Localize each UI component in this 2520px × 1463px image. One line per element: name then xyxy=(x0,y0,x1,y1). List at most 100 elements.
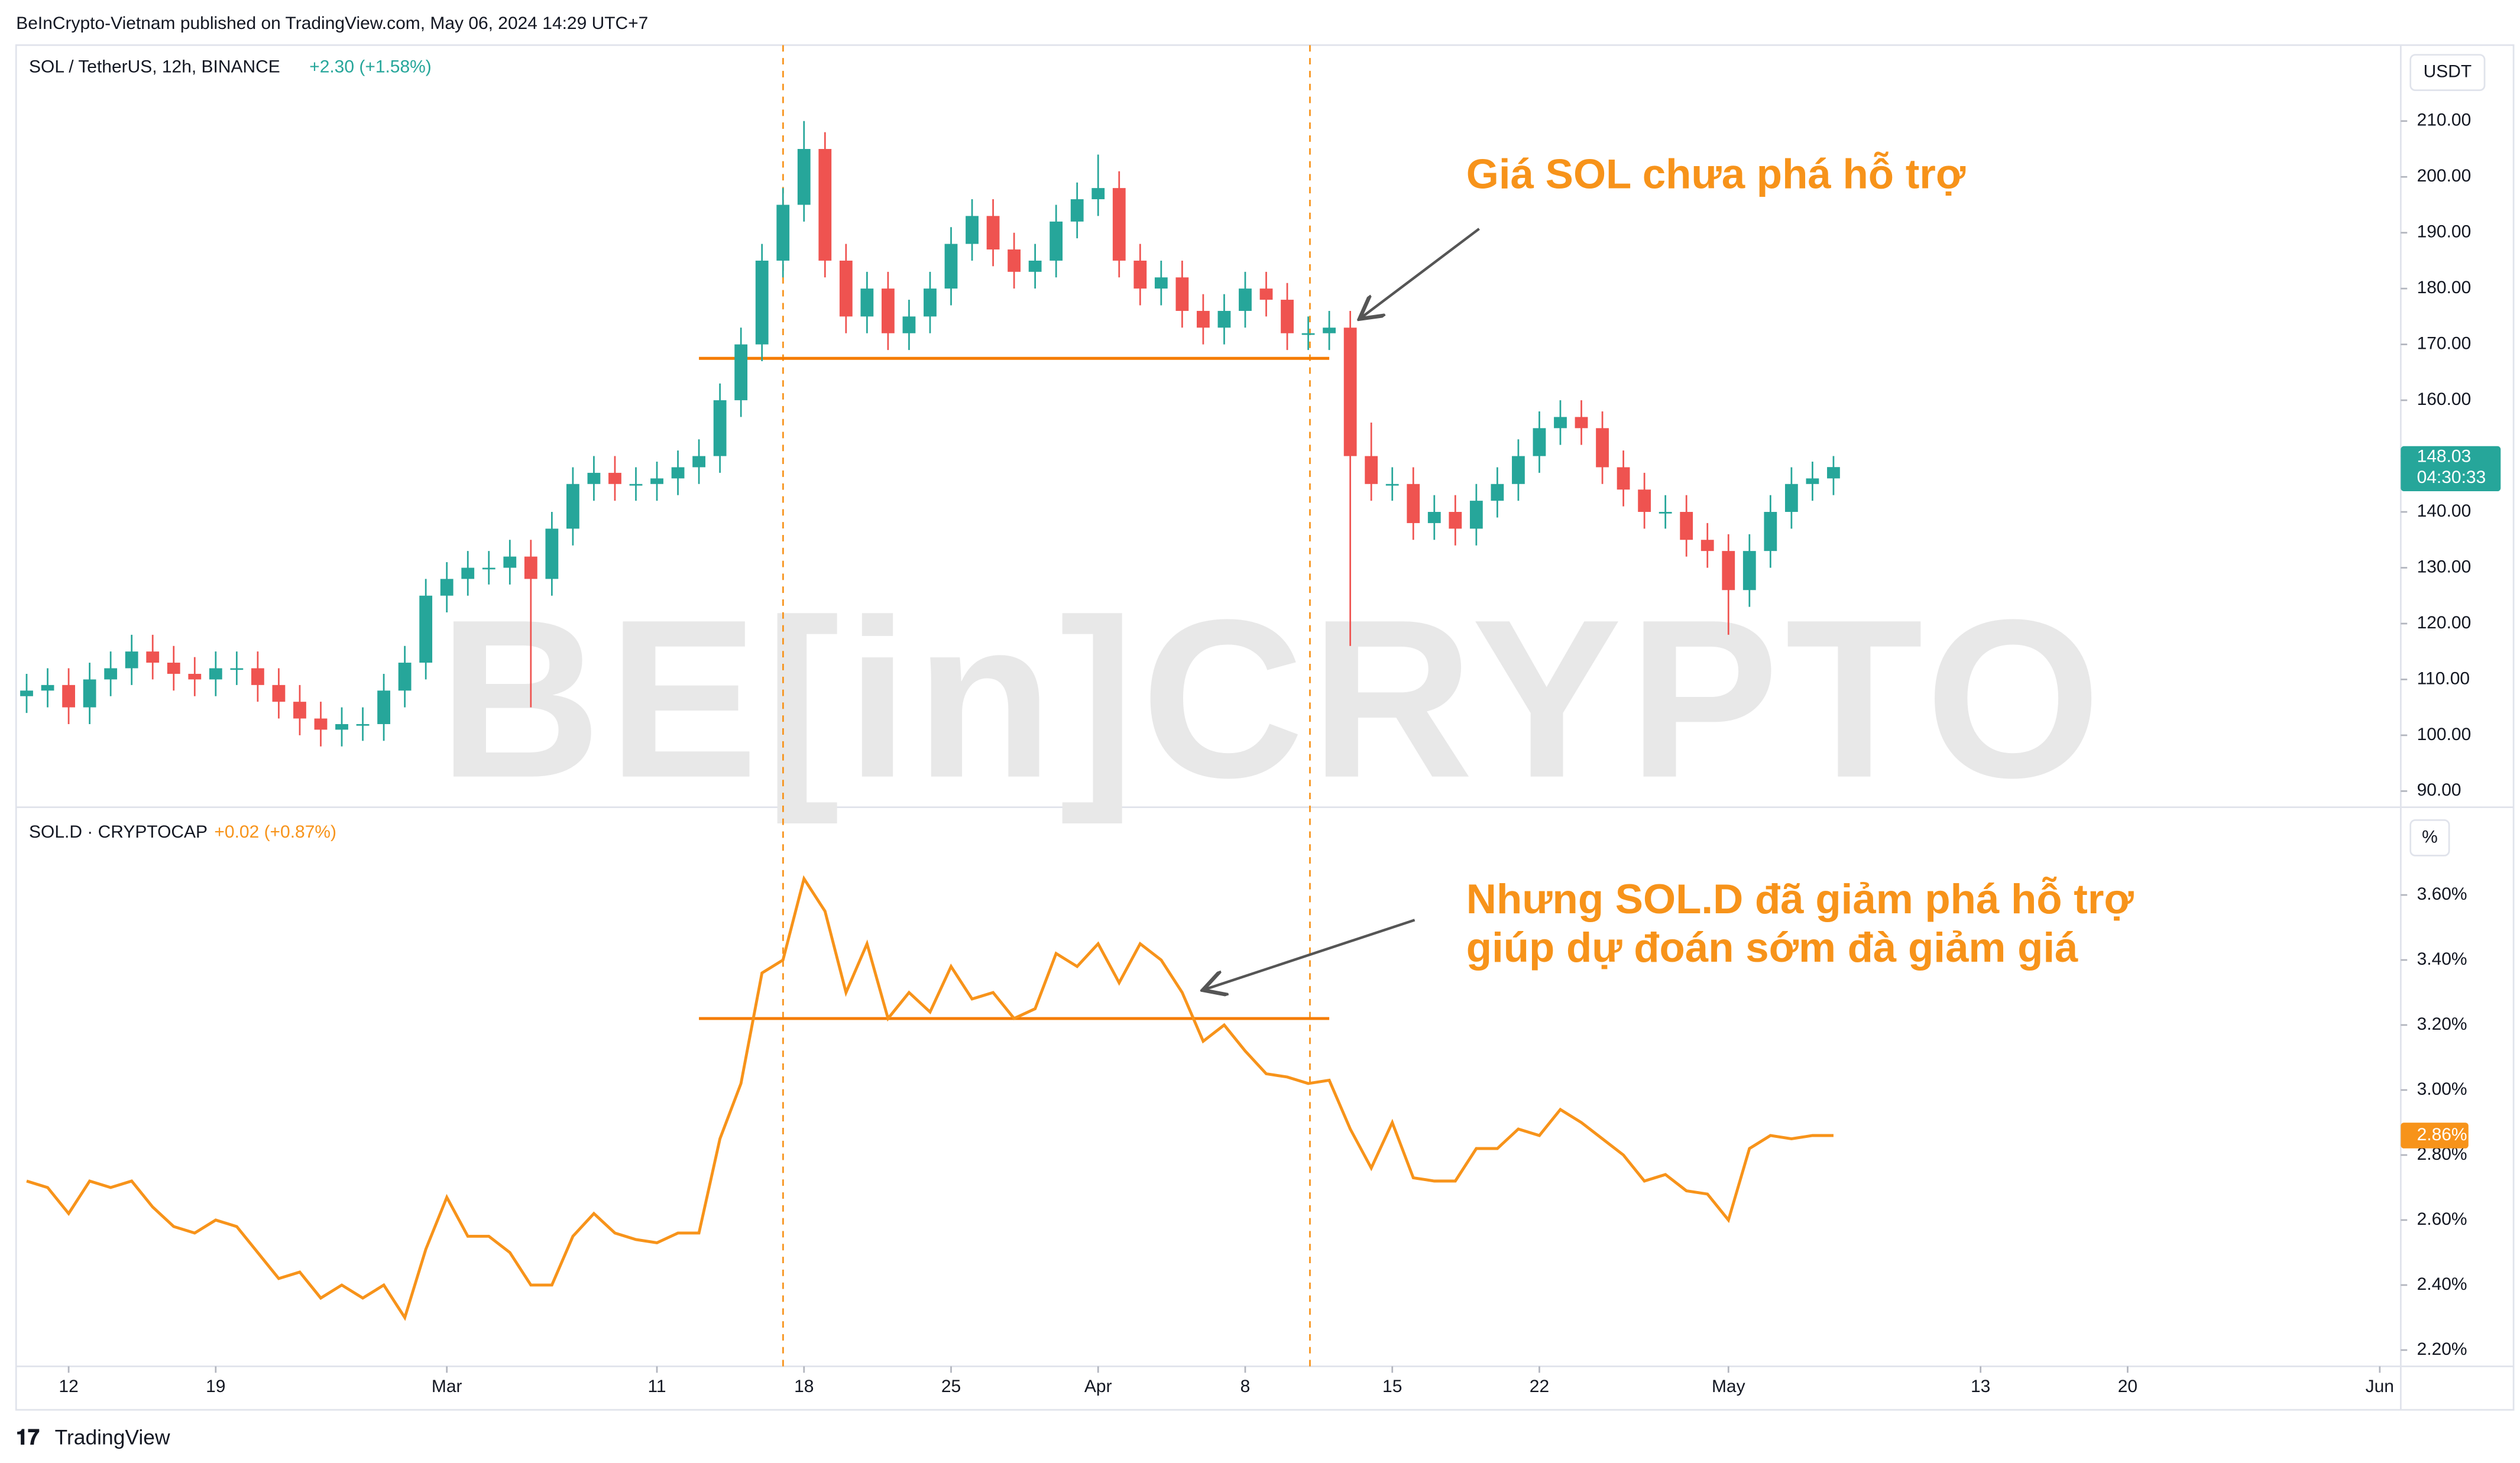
x-tick-label: Jun xyxy=(2366,1377,2394,1396)
x-tick-label: 15 xyxy=(1382,1377,1402,1396)
candle-body xyxy=(1343,327,1357,456)
x-tick-label: 8 xyxy=(1240,1377,1251,1396)
candle-body xyxy=(566,484,579,529)
candle-body xyxy=(1575,417,1588,429)
candle-body xyxy=(1112,188,1126,261)
candle-body xyxy=(167,663,180,674)
candle-body xyxy=(251,668,264,685)
y-tick-label: 190.00 xyxy=(2417,222,2472,242)
candle-body xyxy=(1050,221,1063,261)
unit-box[interactable] xyxy=(2409,54,2486,92)
y-tick-label: 3.40% xyxy=(2417,949,2467,969)
y-tick-label: 2.20% xyxy=(2417,1339,2467,1359)
candle-body xyxy=(188,673,202,680)
legend-change: +0.02 (+0.87%) xyxy=(214,822,336,842)
candle-body xyxy=(1365,456,1378,484)
watermark: BE[in]CRYPTO xyxy=(439,573,2108,826)
candle-body xyxy=(1239,288,1252,311)
header: BeInCrypto-Vietnam published on TradingV… xyxy=(16,14,648,33)
annotation: Giá SOL chưa phá hỗ trợ xyxy=(1466,151,1966,198)
legend-title: SOL.D · CRYPTOCAP xyxy=(29,822,208,842)
candle-body xyxy=(1742,551,1756,591)
legend-title: SOL / TetherUS, 12h, BINANCE xyxy=(29,57,280,76)
candle-body xyxy=(902,316,916,333)
candle-body xyxy=(797,149,811,205)
x-tick-label: 20 xyxy=(2118,1377,2137,1396)
annotation: Nhưng SOL.D đã giảm phá hỗ trợ xyxy=(1466,876,2134,923)
y-tick-label: 180.00 xyxy=(2417,278,2472,297)
value-tag-label: 2.86% xyxy=(2417,1125,2467,1144)
x-tick-label: 12 xyxy=(59,1377,78,1396)
candle-body xyxy=(1154,277,1168,289)
y-tick-label: 130.00 xyxy=(2417,557,2472,576)
candle-body xyxy=(1008,249,1021,272)
candle-body xyxy=(545,528,559,579)
candle-body xyxy=(1427,512,1441,523)
y-tick-label: 210.00 xyxy=(2417,111,2472,130)
candle-body xyxy=(1197,310,1210,328)
y-tick-label: 2.60% xyxy=(2417,1209,2467,1229)
candle-body xyxy=(419,595,433,663)
candle-body xyxy=(1469,501,1483,529)
tv-logo: 𝟏𝟕 xyxy=(16,1425,40,1449)
candle-body xyxy=(1700,540,1714,552)
dominance-unit: % xyxy=(2422,827,2438,846)
candle-body xyxy=(860,288,874,317)
candle-body xyxy=(608,472,621,484)
candle-body xyxy=(83,679,96,708)
candle-body xyxy=(1281,300,1294,333)
candle-body xyxy=(1659,512,1672,514)
y-tick-label: 110.00 xyxy=(2417,669,2470,688)
candle-body xyxy=(818,149,832,261)
candle-body xyxy=(62,685,75,708)
svg-text:𝟏𝟕: 𝟏𝟕 xyxy=(16,1425,40,1449)
unit-box[interactable] xyxy=(2409,819,2450,857)
candle-body xyxy=(1301,333,1315,335)
frame xyxy=(15,44,2515,1411)
candle-body xyxy=(1259,288,1273,300)
arrow xyxy=(1362,228,1480,317)
y-tick-label: 3.00% xyxy=(2417,1079,2467,1099)
candle-body xyxy=(1680,512,1693,540)
x-tick-label: 19 xyxy=(206,1377,225,1396)
candle-body xyxy=(41,685,54,691)
y-tick-label: 170.00 xyxy=(2417,334,2472,353)
candle-body xyxy=(587,472,601,484)
candle-body xyxy=(1133,260,1147,289)
candle-body xyxy=(335,724,348,730)
arrow xyxy=(1205,919,1416,989)
x-tick-label: 18 xyxy=(794,1377,814,1396)
candle-body xyxy=(209,668,222,680)
candle-body xyxy=(924,288,937,317)
price-tag-countdown: 04:30:33 xyxy=(2417,468,2486,487)
candle-body xyxy=(671,467,685,479)
x-tick-label: Apr xyxy=(1084,1377,1112,1396)
legend-change: +2.30 (+1.58%) xyxy=(309,57,432,76)
y-tick-label: 100.00 xyxy=(2417,725,2472,744)
candle-body xyxy=(1070,199,1084,222)
candle-body xyxy=(692,456,706,468)
candle-body xyxy=(1722,551,1735,591)
price-tag-label: 148.03 xyxy=(2417,447,2472,466)
candle-body xyxy=(1028,260,1042,272)
candle-body xyxy=(986,216,1000,250)
y-tick-label: 3.20% xyxy=(2417,1014,2467,1034)
y-tick-label: 120.00 xyxy=(2417,613,2472,632)
candle-body xyxy=(1806,478,1819,484)
candle-body xyxy=(104,668,118,680)
candle-body xyxy=(755,260,769,345)
annotation: giúp dự đoán sớm đà giảm giá xyxy=(1466,924,2078,971)
candle-body xyxy=(1323,327,1336,333)
candle-body xyxy=(966,216,979,244)
candle-body xyxy=(1554,417,1567,429)
candle-body xyxy=(1764,512,1777,552)
candle-body xyxy=(146,651,160,663)
candle-body xyxy=(461,567,475,579)
candle-body xyxy=(125,651,138,669)
y-tick-label: 140.00 xyxy=(2417,501,2472,521)
x-tick-label: Mar xyxy=(432,1377,462,1396)
candle-body xyxy=(1385,484,1399,486)
y-tick-label: 200.00 xyxy=(2417,166,2472,186)
